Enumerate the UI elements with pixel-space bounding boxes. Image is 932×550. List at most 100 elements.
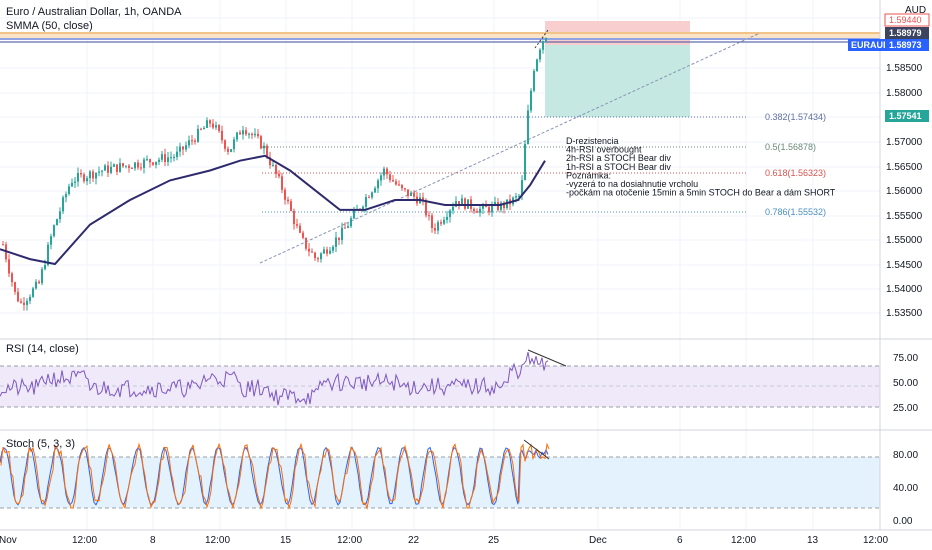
- candle-body: [458, 201, 460, 206]
- trend-line[interactable]: [259, 32, 761, 264]
- candle-body: [374, 188, 376, 193]
- candle-body: [503, 202, 505, 209]
- rsi-divergence-line[interactable]: [527, 349, 567, 367]
- candle-body: [197, 128, 199, 142]
- candle-body: [248, 133, 250, 135]
- candle-body: [65, 194, 67, 198]
- candle-body: [263, 145, 265, 149]
- rsi-tick: 50.00: [893, 378, 918, 389]
- candle-body: [341, 227, 343, 241]
- candle-body: [203, 127, 205, 130]
- candle-body: [254, 133, 256, 136]
- candle-body: [110, 166, 112, 173]
- price-tick: 1.53500: [886, 308, 923, 319]
- candle-body: [164, 154, 166, 163]
- price-tag-top: [884, 13, 930, 27]
- candle-body: [17, 291, 19, 302]
- time-tick: Nov: [0, 535, 17, 546]
- time-tick: 8: [150, 535, 156, 546]
- candle-body: [365, 197, 367, 207]
- candle-body: [431, 215, 433, 229]
- candle-body: [443, 219, 445, 224]
- note-line: 1h-RSI a STOCH Bear div: [566, 162, 671, 172]
- candle-body: [74, 181, 76, 183]
- rsi-tick: 25.00: [893, 403, 918, 414]
- rsi-line: [0, 351, 549, 406]
- stoch-title: Stoch (5, 3, 3): [6, 438, 75, 450]
- price-tag-second-text: 1.58979: [889, 28, 922, 38]
- candle-body: [353, 210, 355, 219]
- price-tag-target-text: 1.57541: [889, 111, 922, 121]
- fib-label: 0.5(1.56878): [765, 142, 816, 152]
- time-tick: 12:00: [72, 535, 97, 546]
- candle-body: [428, 215, 430, 217]
- candle-body: [185, 145, 187, 150]
- candle-body: [395, 181, 397, 185]
- candle-body: [155, 161, 157, 165]
- candle-body: [371, 192, 373, 198]
- time-tick: 12:00: [863, 535, 888, 546]
- candle-body: [104, 165, 106, 171]
- candle-body: [461, 198, 463, 206]
- candle-body: [71, 182, 73, 187]
- candle-body: [140, 167, 142, 169]
- fib-label: 0.786(1.55532): [765, 207, 826, 217]
- price-tag-last-text: 1.58973: [889, 40, 922, 50]
- candle-body: [2, 244, 4, 246]
- price-tick: 1.58500: [886, 63, 923, 74]
- candle-body: [107, 165, 109, 173]
- candle-body: [50, 236, 52, 245]
- candle-body: [401, 184, 403, 189]
- candle-body: [257, 133, 259, 137]
- candle-body: [293, 210, 295, 225]
- candle-body: [98, 171, 100, 173]
- candle-body: [329, 250, 331, 254]
- price-axis[interactable]: 1.585001.580001.575001.570001.565001.560…: [886, 63, 923, 527]
- candle-body: [284, 189, 286, 200]
- fib-retracement[interactable]: 0.382(1.57434) 0.5(1.56878) 0.618(1.56323)…: [262, 112, 826, 217]
- indicator-label: SMMA (50, close): [6, 20, 93, 32]
- time-axis[interactable]: Nov 12:00 8 12:00 15 12:00 22 25 Dec 6 12:00 13 12:0…: [0, 535, 888, 546]
- candle-body: [80, 172, 82, 175]
- note-line: -vyzerá to na dosiahnutie vrcholu: [566, 179, 698, 189]
- candle-body: [209, 120, 211, 124]
- candle-body: [116, 164, 118, 172]
- candle-body: [434, 228, 436, 231]
- rsi-tick: 75.00: [893, 353, 918, 364]
- candle-body: [407, 189, 409, 196]
- candle-body: [125, 165, 127, 167]
- candle-body: [239, 132, 241, 135]
- candle-body: [386, 168, 388, 175]
- candle-body: [494, 202, 496, 205]
- note-line: Poznámka:: [566, 170, 611, 180]
- candle-body: [275, 164, 277, 174]
- candle-body: [95, 172, 97, 179]
- candle-body: [437, 222, 439, 231]
- candle-body: [32, 288, 34, 297]
- resistance-zone: [0, 32, 880, 40]
- candle-body: [446, 216, 448, 220]
- candle-body: [128, 165, 130, 168]
- candle-body: [338, 237, 340, 241]
- candle-body: [149, 159, 151, 163]
- candle-body: [44, 265, 46, 270]
- candle-body: [260, 136, 262, 149]
- stoch-divergence-line[interactable]: [523, 439, 550, 460]
- candle-body: [545, 37, 547, 42]
- candles: [2, 37, 547, 311]
- candle-body: [344, 227, 346, 229]
- candle-body: [11, 273, 13, 283]
- price-tag-last: [885, 39, 929, 51]
- time-tick: 15: [280, 535, 292, 546]
- candle-body: [533, 71, 535, 91]
- smma-line: [0, 154, 546, 266]
- candle-body: [317, 258, 319, 260]
- candle-body: [305, 237, 307, 249]
- time-tick: Dec: [589, 535, 607, 546]
- candle-body: [62, 197, 64, 212]
- candle-body: [236, 132, 238, 140]
- candle-body: [53, 225, 55, 237]
- candle-body: [464, 198, 466, 209]
- candle-body: [224, 140, 226, 149]
